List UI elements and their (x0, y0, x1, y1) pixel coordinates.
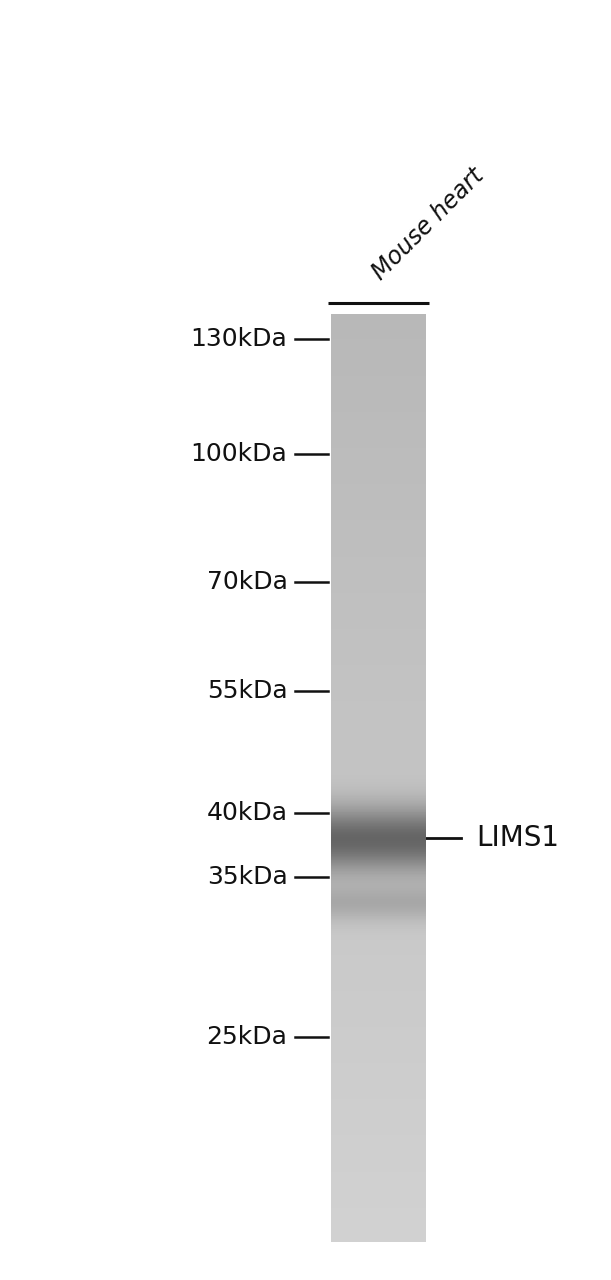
Text: 100kDa: 100kDa (191, 443, 288, 466)
Text: 55kDa: 55kDa (207, 680, 288, 703)
Text: Mouse heart: Mouse heart (368, 163, 489, 284)
Text: 130kDa: 130kDa (191, 328, 288, 351)
Text: 35kDa: 35kDa (207, 865, 288, 888)
Text: LIMS1: LIMS1 (477, 824, 560, 852)
Text: 40kDa: 40kDa (207, 801, 288, 824)
Text: 70kDa: 70kDa (207, 571, 288, 594)
Text: 25kDa: 25kDa (207, 1025, 288, 1048)
